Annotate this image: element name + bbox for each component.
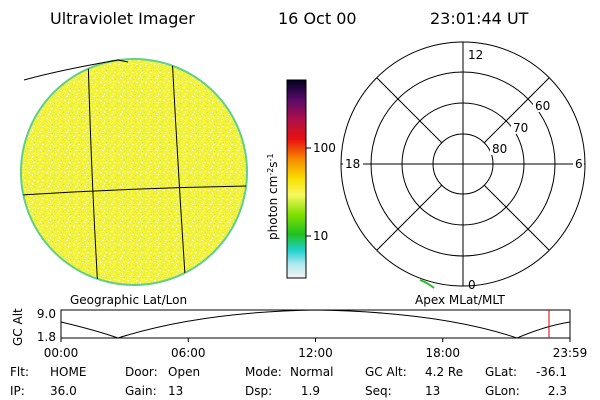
unit-exp: -1 xyxy=(266,153,275,161)
field-label: Flt: xyxy=(10,365,29,379)
field-label: GLon: xyxy=(485,384,520,398)
field-label: Mode: xyxy=(245,365,282,379)
field-value: 36.0 xyxy=(50,384,77,398)
colorbar xyxy=(286,79,307,279)
field-label: Gain: xyxy=(125,384,157,398)
alt-xtick-label: 00:00 xyxy=(44,346,79,360)
left-caption: Geographic Lat/Lon xyxy=(70,293,187,307)
field-value: 4.2 Re xyxy=(425,365,463,379)
right-caption: Apex MLat/MLT xyxy=(415,293,505,307)
mlat-label: 80 xyxy=(492,142,507,156)
alt-xtick-label: 12:00 xyxy=(298,346,333,360)
status-footer: Flt: HOME Door: Open Mode: Normal GC Alt: 4.2 R… xyxy=(10,365,567,398)
alt-ytick: 9.0 xyxy=(37,307,56,321)
alt-xticks: 00:00 06:00 12:00 18:00 23:59 xyxy=(44,338,588,360)
colorbar-label: photon cm-2s-1 xyxy=(266,153,280,240)
time: 23:01:44 UT xyxy=(430,9,529,28)
title: Ultraviolet Imager xyxy=(50,9,195,28)
field-value: 13 xyxy=(168,384,183,398)
alt-ylabel: GC Alt xyxy=(11,308,25,346)
colorbar-tick-label: 100 xyxy=(313,141,336,155)
field-value: -36.1 xyxy=(536,365,567,379)
field-value: 1.9 xyxy=(301,384,320,398)
earth-image xyxy=(20,58,248,286)
field-label: Seq: xyxy=(365,384,392,398)
polar-grid xyxy=(340,41,586,289)
date: 16 Oct 00 xyxy=(278,9,357,28)
field-value: 13 xyxy=(425,384,440,398)
field-label: GLat: xyxy=(485,365,517,379)
field-label: Door: xyxy=(125,365,158,379)
alt-ytick: 1.8 xyxy=(37,330,56,344)
unit-exp: -2 xyxy=(266,168,275,176)
unit: s xyxy=(266,161,280,167)
field-label: IP: xyxy=(10,384,25,398)
field-value: HOME xyxy=(50,365,86,379)
altitude-curve xyxy=(60,309,571,339)
mlt-label: 12 xyxy=(468,48,483,62)
field-value: Normal xyxy=(290,365,333,379)
unit: photon cm xyxy=(266,176,280,240)
mlt-label: 18 xyxy=(345,157,360,171)
colorbar-tick-label: 10 xyxy=(313,229,328,243)
altitude-plot xyxy=(60,309,571,339)
mlat-label: 60 xyxy=(535,99,550,113)
mlt-label: 0 xyxy=(468,278,476,292)
field-value: 2.3 xyxy=(548,384,567,398)
field-label: GC Alt: xyxy=(365,365,407,379)
alt-xtick-label: 18:00 xyxy=(425,346,460,360)
alt-xtick-label: 06:00 xyxy=(171,346,206,360)
mlat-label: 70 xyxy=(513,121,528,135)
alt-xtick-label: 23:59 xyxy=(553,346,588,360)
mlt-label: 6 xyxy=(575,157,583,171)
field-value: Open xyxy=(168,365,200,379)
field-label: Dsp: xyxy=(245,384,272,398)
